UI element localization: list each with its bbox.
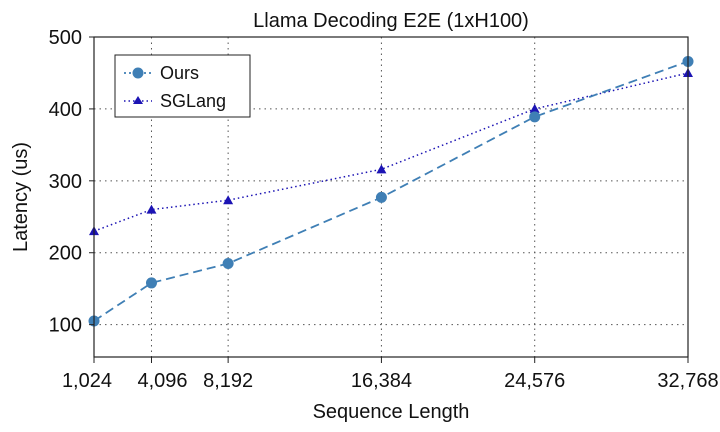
x-tick-label: 4,096 (137, 370, 187, 392)
data-point-sglang (376, 164, 387, 174)
data-point-sglang (529, 103, 540, 113)
x-axis-ticks: 1,024 4,096 8,192 16,384 24,576 32,768 (62, 357, 719, 392)
x-tick-label: 16,384 (351, 370, 412, 392)
legend: Ours SGLang (114, 54, 251, 118)
series-line-ours (93, 60, 689, 322)
series-lines (93, 60, 689, 322)
x-axis-label: Sequence Length (313, 401, 470, 423)
series-line-sglang (93, 72, 689, 232)
x-tick-label: 32,768 (657, 370, 718, 392)
y-tick-label: 500 (49, 27, 82, 49)
legend-ours-label: Ours (160, 63, 199, 83)
y-tick-label: 300 (49, 171, 82, 193)
y-tick-label: 400 (49, 99, 82, 121)
legend-sglang-label: SGLang (160, 91, 226, 111)
x-tick-label: 1,024 (62, 370, 112, 392)
y-tick-label: 200 (49, 243, 82, 265)
y-tick-label: 100 (49, 315, 82, 337)
data-point-ours (529, 111, 541, 123)
data-point-ours (375, 191, 387, 203)
y-axis-ticks: 100 200 300 400 500 (49, 27, 94, 337)
data-point-sglang (223, 195, 234, 205)
legend-ours-marker (132, 67, 144, 79)
plot-frame (93, 36, 689, 358)
chart-title: Llama Decoding E2E (1xH100) (253, 10, 529, 32)
data-point-ours (222, 258, 234, 270)
data-point-sglang (146, 204, 157, 214)
legend-box (114, 54, 251, 118)
y-axis-label: Latency (us) (10, 142, 32, 252)
x-tick-label: 24,576 (504, 370, 565, 392)
x-tick-label: 8,192 (203, 370, 253, 392)
legend-sglang-marker (133, 96, 143, 104)
data-point-ours (145, 277, 157, 289)
